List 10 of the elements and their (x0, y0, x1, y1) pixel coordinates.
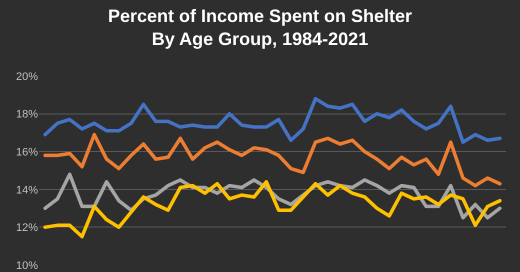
line-series (43, 132, 502, 188)
y-tick-label: 16% (16, 146, 38, 158)
y-tick-label: 10% (16, 260, 38, 272)
line-series (43, 96, 502, 144)
y-tick-label: 18% (16, 108, 38, 121)
chart-title: Percent of Income Spent on Shelter By Age Group, 1984-2021 (108, 6, 412, 50)
line-series (43, 180, 502, 238)
y-tick-label: 20% (16, 70, 38, 83)
y-tick-label: 12% (16, 222, 38, 234)
y-tick-label: 14% (16, 184, 38, 196)
